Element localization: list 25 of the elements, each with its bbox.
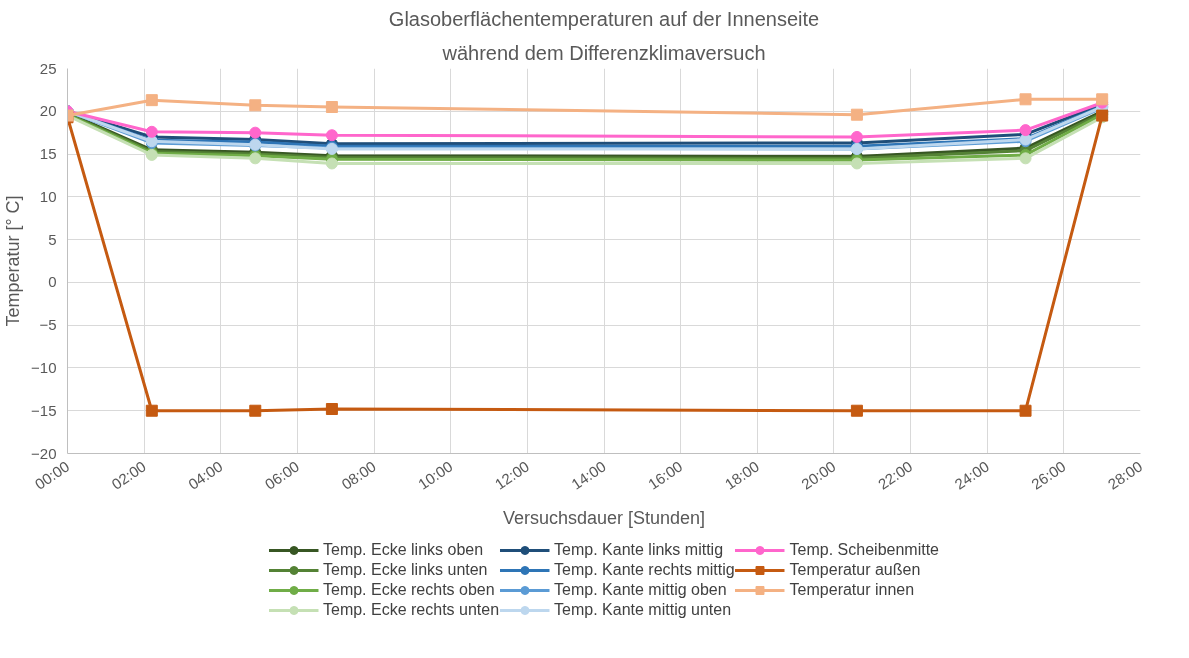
legend-label: Temp. Kante links mittig (554, 541, 724, 559)
legend-label: Temp. Kante mittig unten (554, 601, 732, 619)
y-axis-title: Temperatur [° C] (3, 195, 24, 327)
legend-label: Temp. Ecke rechts unten (322, 601, 500, 619)
legend-label: Temperatur innen (789, 581, 915, 599)
legend-label: Temp. Scheibenmitte (789, 541, 940, 559)
chart-title: Glasoberflächentemperaturen auf der Innenseite (388, 7, 820, 30)
chart-subtitle: während dem Differenzklimaversuch (441, 41, 766, 64)
y-tick-label: 10 (39, 187, 57, 205)
y-tick-label: 25 (39, 59, 57, 77)
legend-label: Temp. Kante mittig oben (554, 581, 727, 599)
y-tick-label: 0 (48, 273, 57, 291)
legend-label: Temp. Ecke links unten (322, 561, 488, 579)
y-tick-label: −15 (31, 401, 57, 419)
y-tick-label: 20 (39, 102, 57, 120)
legend-label: Temp. Ecke rechts oben (322, 581, 495, 599)
legend-label: Temp. Kante rechts mittig (554, 561, 735, 579)
y-tick-label: 5 (48, 230, 57, 248)
legend-label: Temp. Ecke links oben (322, 541, 484, 559)
y-tick-label: −5 (39, 316, 57, 334)
x-axis-title: Versuchsdauer [Stunden] (502, 507, 706, 528)
y-tick-label: −20 (31, 444, 57, 462)
y-tick-label: −10 (31, 358, 57, 376)
legend-label: Temperatur außen (789, 561, 921, 579)
y-tick-label: 15 (39, 145, 57, 163)
